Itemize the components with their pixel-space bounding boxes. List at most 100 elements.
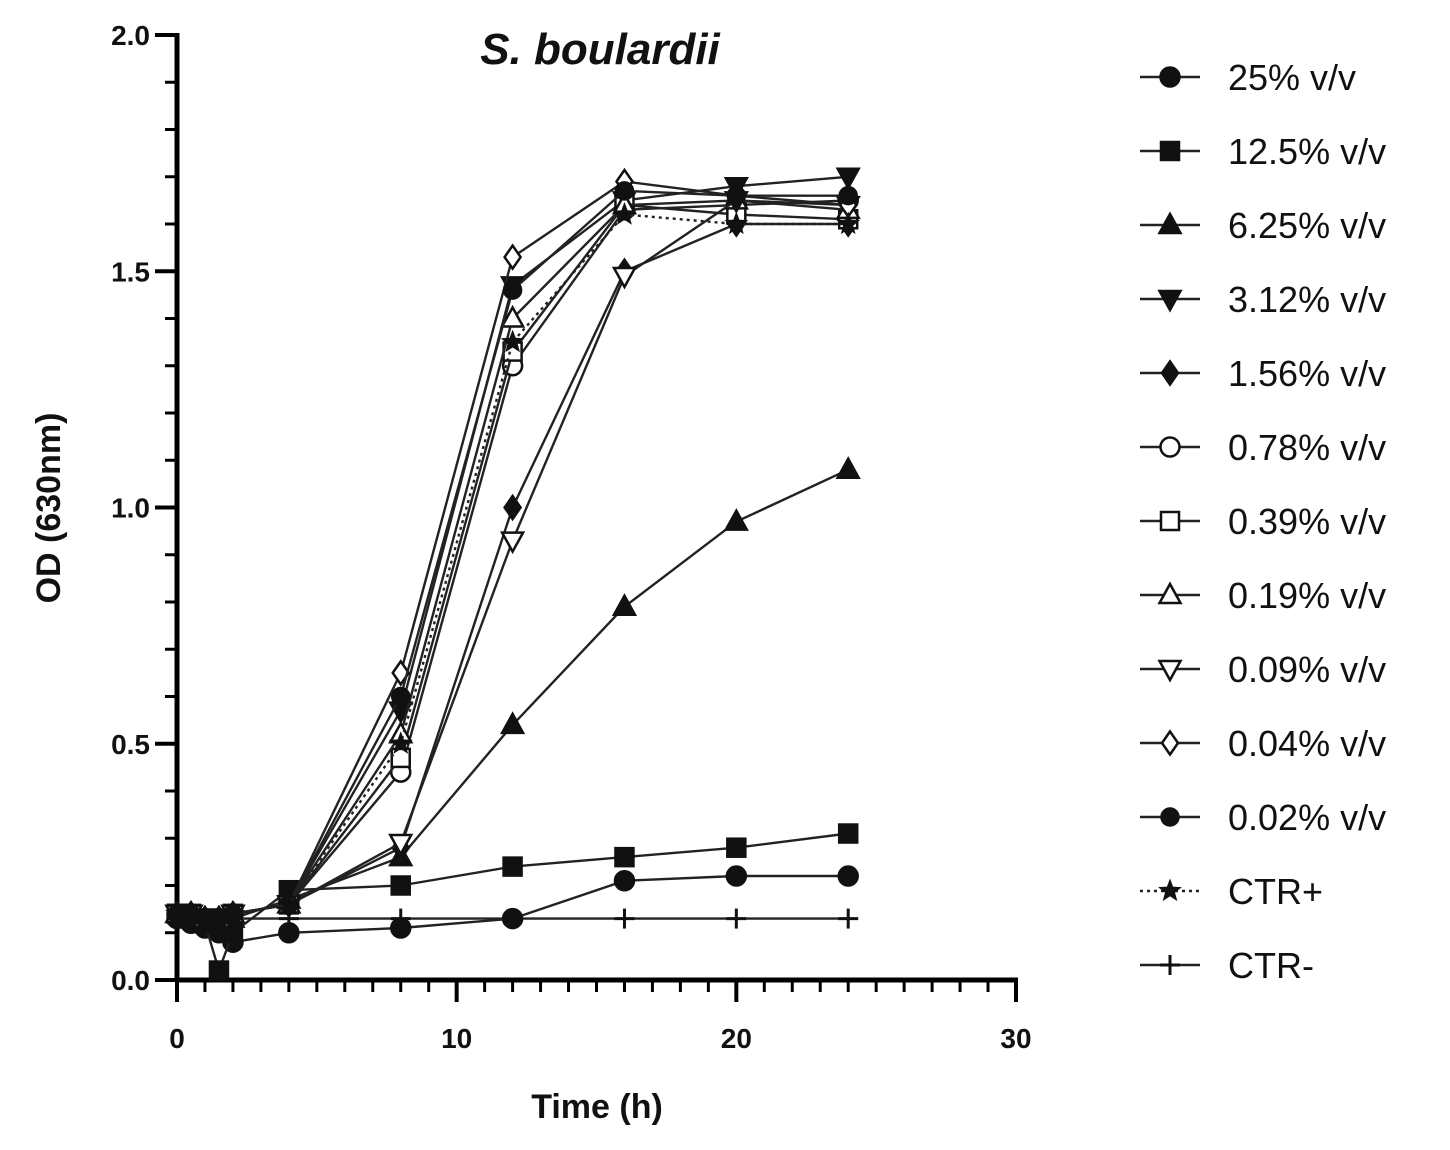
series-0-19-v-v <box>164 186 861 928</box>
data-point <box>724 211 749 235</box>
legend-label: 0.39% v/v <box>1228 501 1386 542</box>
data-point <box>499 531 526 555</box>
data-point <box>835 167 861 191</box>
data-point <box>835 456 861 479</box>
data-point <box>837 865 859 887</box>
data-point <box>499 304 526 328</box>
series-0-09-v-v <box>164 191 861 933</box>
data-point <box>1160 729 1180 757</box>
data-point <box>611 593 638 616</box>
legend-label: 6.25% v/v <box>1228 205 1386 246</box>
y-tick-label: 1.0 <box>111 493 150 524</box>
legend-label: 0.04% v/v <box>1228 723 1386 764</box>
data-point <box>276 891 301 915</box>
legend-item: 0.02% v/v <box>1140 797 1386 838</box>
legend-item: 6.25% v/v <box>1140 205 1386 246</box>
legend-label: 25% v/v <box>1228 57 1356 98</box>
legend-item: 25% v/v <box>1140 57 1356 98</box>
series-0-78-v-v <box>166 189 859 930</box>
legend-label: CTR- <box>1228 945 1314 986</box>
data-point <box>614 181 635 201</box>
chart-title: S. boulardii <box>480 25 720 74</box>
data-point <box>1158 878 1182 902</box>
legend-label: 3.12% v/v <box>1228 279 1386 320</box>
data-point <box>726 908 747 929</box>
legend-label: 0.19% v/v <box>1228 575 1386 616</box>
series-line <box>177 189 849 920</box>
legend-item: 0.19% v/v <box>1140 575 1386 616</box>
data-point <box>726 185 747 206</box>
data-point <box>278 908 299 929</box>
data-point <box>222 908 243 929</box>
y-tick-label: 0.0 <box>111 965 150 996</box>
data-point <box>500 329 525 353</box>
legend-item: 0.04% v/v <box>1140 723 1386 764</box>
data-point <box>726 837 747 858</box>
legend-label: 0.78% v/v <box>1228 427 1386 468</box>
data-point <box>1157 581 1183 605</box>
data-point <box>1157 211 1183 235</box>
data-point <box>611 266 638 290</box>
data-point <box>390 908 411 929</box>
x-tick-label: 0 <box>169 1023 185 1054</box>
data-point <box>612 202 637 225</box>
data-point <box>1159 436 1181 458</box>
x-tick-label: 30 <box>1000 1023 1031 1054</box>
data-point <box>208 960 230 981</box>
data-point <box>613 870 636 892</box>
data-point <box>838 908 859 929</box>
series-12-5-v-v <box>166 823 859 981</box>
x-axis-title: Time (h) <box>531 1088 663 1126</box>
data-point <box>502 856 523 877</box>
legend-label: 1.56% v/v <box>1228 353 1386 394</box>
data-point <box>1159 510 1181 532</box>
legend: 25% v/v 12.5% v/v 6.25% v/v 3.12% v/v 1.56% … <box>1140 57 1386 986</box>
data-point <box>1157 289 1183 313</box>
series-ctr- <box>167 908 859 929</box>
data-point <box>1159 66 1181 88</box>
legend-item: CTR- <box>1140 945 1314 986</box>
legend-label: 12.5% v/v <box>1228 131 1386 172</box>
series-0-02-v-v <box>167 181 858 929</box>
data-point <box>1157 659 1183 683</box>
data-point <box>837 823 859 844</box>
legend-item: 0.39% v/v <box>1140 501 1386 542</box>
series-line <box>176 832 849 972</box>
series-line <box>177 222 849 920</box>
x-tick-label: 10 <box>441 1023 472 1054</box>
legend-item: 1.56% v/v <box>1140 353 1386 394</box>
legend-label: 0.02% v/v <box>1228 797 1386 838</box>
legend-item: 3.12% v/v <box>1140 279 1386 320</box>
data-point <box>499 711 526 735</box>
data-point <box>838 185 858 206</box>
data-point <box>390 875 411 896</box>
legend-item: CTR+ <box>1140 871 1323 912</box>
axes-group: 0 10 20 30 0.0 0.5 1.0 1.5 2.0 <box>111 20 1032 1054</box>
y-tick-label: 2.0 <box>111 20 150 51</box>
data-point <box>390 686 411 707</box>
data-point <box>614 908 635 929</box>
legend-label: 0.09% v/v <box>1228 649 1386 690</box>
y-tick-label: 0.5 <box>111 729 150 760</box>
legend-item: 0.78% v/v <box>1140 427 1386 468</box>
legend-item: 0.09% v/v <box>1140 649 1386 690</box>
data-point <box>1160 807 1180 827</box>
data-point <box>502 280 523 300</box>
data-point <box>836 211 861 235</box>
y-axis-title: OD (630nm) <box>30 413 68 604</box>
data-point <box>503 243 523 271</box>
data-point <box>388 833 414 857</box>
legend-item: 12.5% v/v <box>1140 131 1386 172</box>
data-point <box>614 846 635 868</box>
legend-label: CTR+ <box>1228 871 1323 912</box>
x-tick-label: 20 <box>721 1023 752 1054</box>
data-point <box>1159 140 1181 162</box>
data-point <box>388 731 413 754</box>
series-group <box>164 167 861 981</box>
data-point <box>1160 359 1180 387</box>
data-point <box>503 493 523 522</box>
y-tick-label: 1.5 <box>111 256 150 287</box>
data-point <box>502 908 523 929</box>
data-point <box>723 508 749 531</box>
